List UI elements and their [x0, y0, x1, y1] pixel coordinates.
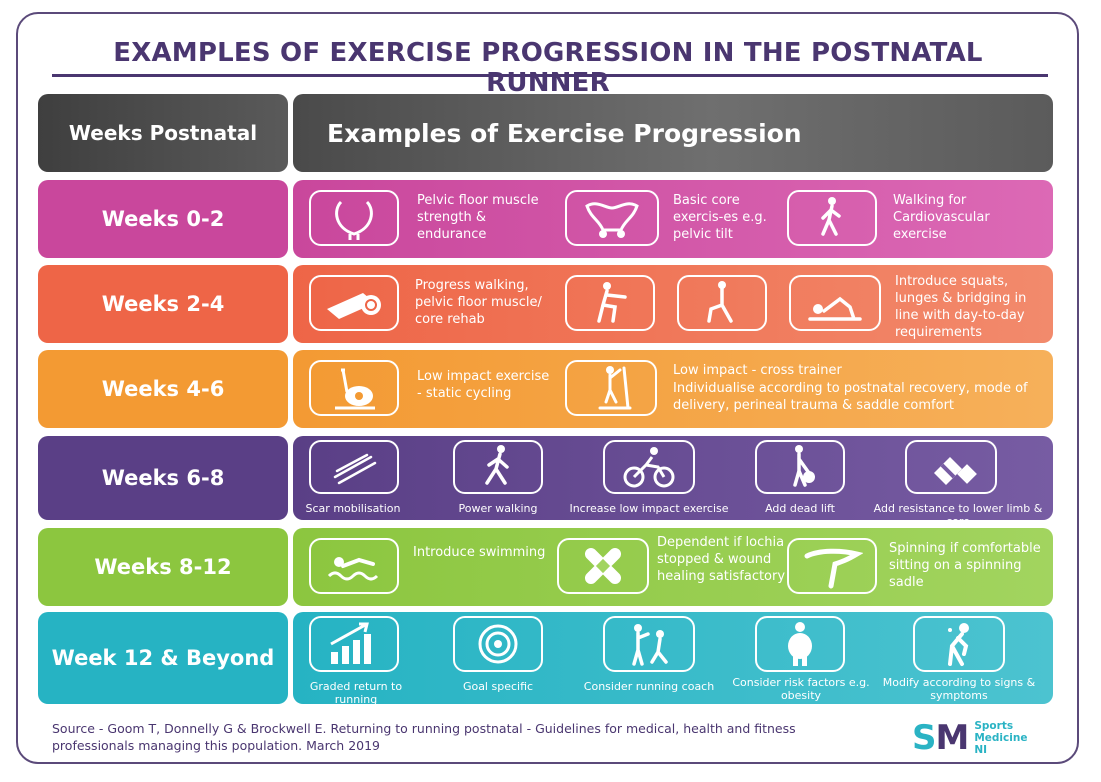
title-underline	[52, 74, 1048, 77]
row-panel-weeks-0-2: Pelvic floor muscle strength & endurance…	[293, 180, 1053, 258]
caption-graded-return: Graded return to running	[309, 680, 403, 706]
exercise-bike-icon	[309, 360, 399, 416]
logo-mark-m: M	[935, 718, 970, 758]
growth-chart-icon	[309, 616, 399, 672]
text-walking: Walking for Cardiovascular exercise	[893, 193, 990, 242]
row-label-weeks-6-8: Weeks 6-8	[38, 436, 288, 520]
plaster-icon	[557, 538, 649, 594]
caption-risk-factors: Consider risk factors e.g. obesity	[732, 676, 870, 702]
dumbbell-icon	[905, 440, 997, 494]
target-icon	[453, 616, 543, 672]
bladder-icon	[309, 190, 399, 246]
text-progress-walking: Progress walking, pelvic floor muscle/ c…	[415, 278, 542, 327]
pelvis-icon	[565, 190, 659, 246]
logo-line-3: NI	[974, 744, 988, 756]
caption-dead-lift: Add dead lift	[765, 502, 835, 515]
caption-power-walking: Power walking	[458, 502, 538, 515]
lunge-icon	[677, 275, 767, 331]
row-label-weeks-8-12: Weeks 8-12	[38, 528, 288, 606]
obesity-icon	[755, 616, 845, 672]
row-panel-week-12-beyond: Graded return to running Goal specific C…	[293, 612, 1053, 706]
text-spinning: Spinning if comfortable sitting on a spi…	[889, 541, 1041, 590]
row-label-weeks-2-4: Weeks 2-4	[38, 265, 288, 343]
sports-medicine-ni-logo: SM Sports Medicine NI	[912, 718, 1027, 758]
bridge-icon	[789, 275, 881, 331]
text-static-cycling: Low impact exercise - static cycling	[417, 369, 550, 401]
caption-modify-signs: Modify according to signs & symptoms	[882, 676, 1036, 702]
header-exercise-progression: Examples of Exercise Progression	[293, 94, 1053, 172]
row-label-week-12-beyond: Week 12 & Beyond	[38, 612, 288, 704]
caption-resistance: Add resistance to lower limb & core	[873, 502, 1043, 528]
coach-icon	[603, 616, 695, 672]
row-panel-weeks-4-6: Low impact exercise - static cycling Low…	[293, 350, 1053, 428]
row-label-weeks-0-2: Weeks 0-2	[38, 180, 288, 258]
dead-lift-icon	[755, 440, 845, 494]
page-title: EXAMPLES OF EXERCISE PROGRESSION IN THE …	[113, 38, 983, 98]
caption-running-coach: Consider running coach	[583, 680, 715, 693]
text-basic-core: Basic core exercis-es e.g. pelvic tilt	[673, 193, 767, 242]
text-swimming: Introduce swimming	[413, 545, 546, 560]
caption-low-impact: Increase low impact exercise	[569, 502, 729, 515]
exercise-mat-icon	[309, 275, 399, 331]
header-weeks-postnatal: Weeks Postnatal	[38, 94, 288, 172]
scar-icon	[309, 440, 399, 494]
row-panel-weeks-8-12: Introduce swimming Dependent if lochia s…	[293, 528, 1053, 606]
row-panel-weeks-2-4: Progress walking, pelvic floor muscle/ c…	[293, 265, 1053, 343]
cycling-icon	[603, 440, 695, 494]
text-individualise: Individualise according to postnatal rec…	[673, 381, 1028, 413]
caption-goal-specific: Goal specific	[462, 680, 534, 693]
text-squats-lunges: Introduce squats, lunges & bridging in l…	[895, 274, 1027, 340]
power-walking-icon	[453, 440, 543, 494]
row-label-weeks-4-6: Weeks 4-6	[38, 350, 288, 428]
logo-mark-s: S	[912, 718, 936, 758]
text-lochia: Dependent if lochia stopped & wound heal…	[657, 535, 786, 584]
squat-icon	[565, 275, 655, 331]
swimming-icon	[309, 538, 399, 594]
caption-scar: Scar mobilisation	[305, 502, 401, 515]
logo-mark: SM	[912, 718, 970, 758]
text-cross-trainer: Low impact - cross trainer	[673, 363, 842, 378]
logo-text: Sports Medicine NI	[974, 720, 1027, 756]
cross-trainer-icon	[565, 360, 657, 416]
source-citation: Source - Goom T, Donnelly G & Brockwell …	[52, 721, 796, 753]
walking-icon	[787, 190, 877, 246]
text-pelvic-floor: Pelvic floor muscle strength & endurance	[417, 193, 539, 242]
saddle-icon	[787, 538, 877, 594]
logo-line-1: Sports	[974, 720, 1014, 732]
logo-line-2: Medicine	[974, 732, 1028, 744]
symptoms-icon	[913, 616, 1005, 672]
row-panel-weeks-6-8: Scar mobilisation Power walking Increase…	[293, 436, 1053, 528]
